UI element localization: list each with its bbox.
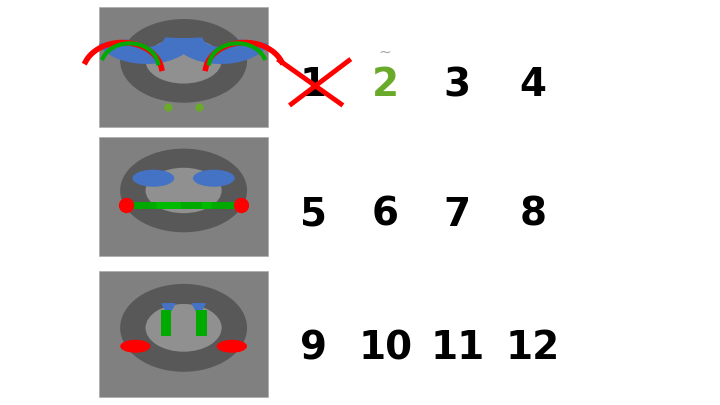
Ellipse shape bbox=[120, 284, 247, 372]
Ellipse shape bbox=[193, 170, 235, 187]
Text: 3: 3 bbox=[444, 66, 471, 104]
Text: 7: 7 bbox=[444, 196, 471, 234]
Text: 6: 6 bbox=[372, 196, 399, 234]
Text: 8: 8 bbox=[519, 196, 546, 234]
Text: 5: 5 bbox=[300, 196, 327, 234]
Bar bbox=[99, 137, 268, 256]
Text: ~: ~ bbox=[379, 44, 392, 60]
Text: 12: 12 bbox=[505, 329, 560, 367]
Text: 10: 10 bbox=[358, 329, 413, 367]
Polygon shape bbox=[192, 304, 205, 315]
Polygon shape bbox=[162, 304, 175, 315]
Ellipse shape bbox=[132, 170, 174, 187]
Text: 4: 4 bbox=[519, 66, 546, 104]
Bar bbox=[99, 7, 268, 126]
Bar bbox=[99, 271, 268, 397]
Text: 2: 2 bbox=[372, 66, 399, 104]
Wedge shape bbox=[172, 37, 269, 64]
Bar bbox=[196, 310, 207, 336]
Ellipse shape bbox=[217, 340, 247, 353]
Ellipse shape bbox=[120, 19, 247, 103]
Text: 11: 11 bbox=[430, 329, 485, 367]
Text: 9: 9 bbox=[300, 329, 327, 367]
Ellipse shape bbox=[145, 304, 222, 352]
Bar bbox=[161, 310, 171, 336]
Wedge shape bbox=[99, 37, 195, 64]
Ellipse shape bbox=[120, 340, 150, 353]
Ellipse shape bbox=[120, 149, 247, 232]
Ellipse shape bbox=[145, 168, 222, 213]
Text: 1: 1 bbox=[300, 66, 327, 104]
Ellipse shape bbox=[145, 38, 222, 83]
